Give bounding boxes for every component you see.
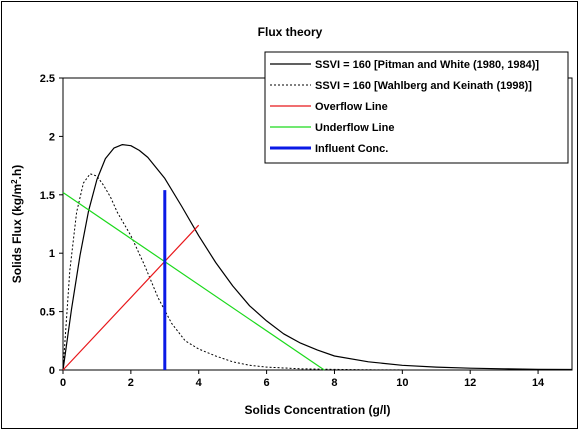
y-axis-label: Solids Flux (kg/m2.h) — [10, 165, 24, 283]
data-series — [62, 144, 573, 371]
x-tick-label: 10 — [396, 377, 408, 389]
x-tick-label: 4 — [196, 377, 203, 389]
y-tick-label: 2.5 — [40, 73, 55, 85]
x-tick-label: 12 — [464, 377, 476, 389]
x-tick-label: 14 — [532, 377, 545, 389]
x-tick-label: 8 — [331, 377, 337, 389]
y-tick-label: 0 — [49, 365, 55, 377]
y-tick-label: 2 — [49, 131, 55, 143]
legend-entry: Underflow Line — [315, 122, 394, 134]
series-line-1 — [62, 144, 573, 371]
series-line-4 — [62, 192, 325, 371]
y-tick-label: 1 — [49, 248, 55, 260]
legend-entry: SSVI = 160 [Wahlberg and Keinath (1998)] — [315, 80, 532, 92]
x-tick-label: 0 — [60, 377, 66, 389]
legend-box — [264, 51, 569, 164]
y-axis-label-main: Solids Flux (kg/m — [10, 184, 24, 283]
legend: SSVI = 160 [Pitman and White (1980, 1984… — [264, 51, 569, 164]
y-axis-label-tail: .h) — [10, 165, 24, 180]
chart-title: Flux theory — [258, 25, 323, 39]
legend-entry: SSVI = 160 [Pitman and White (1980, 1984… — [315, 59, 539, 71]
x-tick-label: 6 — [264, 377, 270, 389]
axis-ticks: 0 2 4 6 8 10 12 14 0 0.5 1 1.5 2 2.5 — [40, 73, 545, 389]
y-tick-label: 0.5 — [40, 307, 55, 319]
legend-entry: Influent Conc. — [315, 143, 388, 155]
x-tick-label: 2 — [128, 377, 134, 389]
y-tick-label: 1.5 — [40, 190, 55, 202]
legend-entry: Overflow Line — [315, 101, 388, 113]
y-axis-label-group: Solids Flux (kg/m2.h) — [10, 165, 24, 283]
y-axis-label-sup: 2 — [10, 179, 19, 184]
x-axis-label: Solids Concentration (g/l) — [245, 403, 391, 417]
series-line-3 — [62, 224, 200, 371]
series-line-2 — [62, 173, 403, 371]
